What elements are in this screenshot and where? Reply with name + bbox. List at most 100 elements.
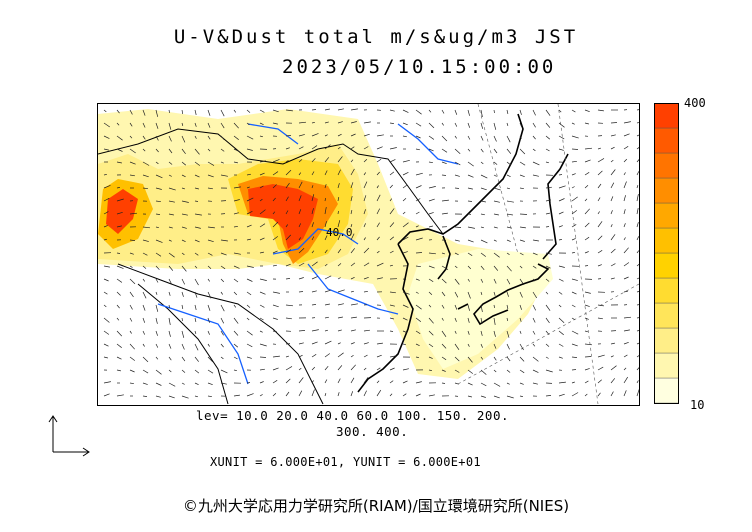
wind-arrow — [480, 356, 484, 360]
wind-arrow — [493, 291, 496, 296]
wind-arrow — [129, 291, 134, 298]
wind-arrow — [532, 148, 536, 152]
wind-arrow — [168, 356, 172, 361]
wind-arrow — [142, 343, 145, 347]
map-timestamp: 2023/05/10.15:00:00 — [282, 56, 557, 78]
wind-arrow — [298, 181, 303, 189]
wind-arrow — [558, 122, 565, 128]
wind-arrow — [376, 354, 382, 358]
wind-arrow — [285, 147, 290, 150]
wind-arrow — [558, 291, 563, 295]
wind-arrow — [233, 317, 239, 324]
wind-arrow — [142, 304, 146, 311]
wind-arrow — [389, 222, 395, 228]
wind-arrow — [584, 222, 590, 228]
wind-arrow — [181, 304, 184, 309]
wind-arrow — [337, 277, 341, 280]
wind-arrow — [571, 135, 579, 139]
wind-arrow — [194, 213, 202, 216]
wind-arrow — [311, 341, 318, 345]
wind-arrow — [142, 356, 149, 363]
wind-arrow — [363, 290, 368, 293]
wind-arrow — [623, 290, 628, 293]
wind-arrow — [285, 355, 290, 358]
wind-arrow — [623, 223, 626, 228]
wind-arrow — [259, 209, 266, 215]
wind-arrow — [194, 304, 197, 310]
wind-arrow — [259, 278, 267, 281]
wind-arrow — [532, 122, 536, 128]
wind-arrow — [493, 187, 501, 191]
wind-arrow — [376, 342, 383, 345]
wind-arrow — [142, 330, 146, 335]
wind-arrow — [324, 235, 328, 241]
wind-arrow — [168, 161, 173, 165]
wind-arrow — [116, 198, 124, 202]
wind-arrow — [558, 109, 562, 113]
wind-arrow — [428, 394, 435, 397]
wind-arrow — [415, 330, 421, 334]
wind-arrow — [402, 380, 408, 384]
wind-arrow — [584, 368, 590, 371]
wind-arrow — [116, 369, 121, 372]
wind-arrow — [207, 174, 214, 178]
wind-arrow — [493, 356, 497, 361]
wind-arrow — [246, 186, 250, 189]
wind-arrow — [324, 134, 328, 137]
wind-arrow — [363, 329, 370, 332]
wind-arrow — [597, 250, 603, 254]
wind-arrow — [415, 135, 421, 139]
wind-arrow — [376, 194, 381, 202]
wind-arrow — [610, 342, 615, 345]
wind-arrow — [272, 264, 277, 267]
wind-arrow — [493, 174, 497, 177]
wind-arrow — [129, 174, 135, 177]
dust-map-svg: 40.0 — [98, 104, 639, 405]
coastlines — [357, 113, 569, 393]
wind-arrow — [363, 342, 369, 345]
wind-arrow — [272, 304, 279, 308]
wind-arrow — [298, 134, 305, 137]
wind-arrow — [363, 181, 368, 189]
wind-arrow — [246, 393, 254, 397]
wind-arrow — [142, 317, 146, 323]
wind-arrow — [337, 248, 342, 254]
wind-arrow — [610, 355, 614, 358]
wind-arrow — [545, 252, 552, 255]
wind-arrow — [207, 343, 210, 347]
wind-arrow — [285, 263, 291, 267]
wind-arrow — [506, 382, 510, 385]
wind-arrow — [233, 356, 238, 360]
wind-arrow — [363, 121, 371, 124]
wind-arrow — [636, 109, 639, 111]
wind-arrow — [337, 316, 343, 319]
wind-arrow — [376, 367, 381, 371]
wind-arrow — [584, 265, 589, 267]
wind-arrow — [415, 172, 423, 176]
wind-arrow — [428, 265, 435, 269]
wind-arrow — [220, 122, 225, 129]
wind-arrow — [181, 343, 185, 350]
wind-arrow — [168, 187, 176, 191]
wind-arrow — [454, 174, 460, 177]
wind-arrow — [558, 148, 564, 151]
wind-arrow — [584, 251, 589, 254]
wind-arrow — [402, 304, 409, 308]
wind-arrow — [129, 135, 133, 139]
wind-arrow — [571, 186, 575, 189]
wind-arrow — [363, 276, 369, 280]
wind-arrow — [428, 369, 432, 371]
wind-arrow — [181, 252, 185, 256]
wind-arrow — [584, 208, 590, 215]
wind-arrow — [506, 395, 514, 399]
wind-arrow — [467, 343, 470, 347]
wind-arrow — [519, 304, 522, 310]
wind-arrow — [532, 317, 536, 323]
wind-arrow — [558, 304, 562, 308]
wind-arrow — [272, 171, 279, 176]
wind-arrow — [558, 381, 566, 384]
wind-arrow — [506, 200, 514, 203]
wind-arrow — [519, 265, 523, 269]
wind-arrow — [194, 200, 199, 202]
wind-arrow — [623, 121, 631, 124]
